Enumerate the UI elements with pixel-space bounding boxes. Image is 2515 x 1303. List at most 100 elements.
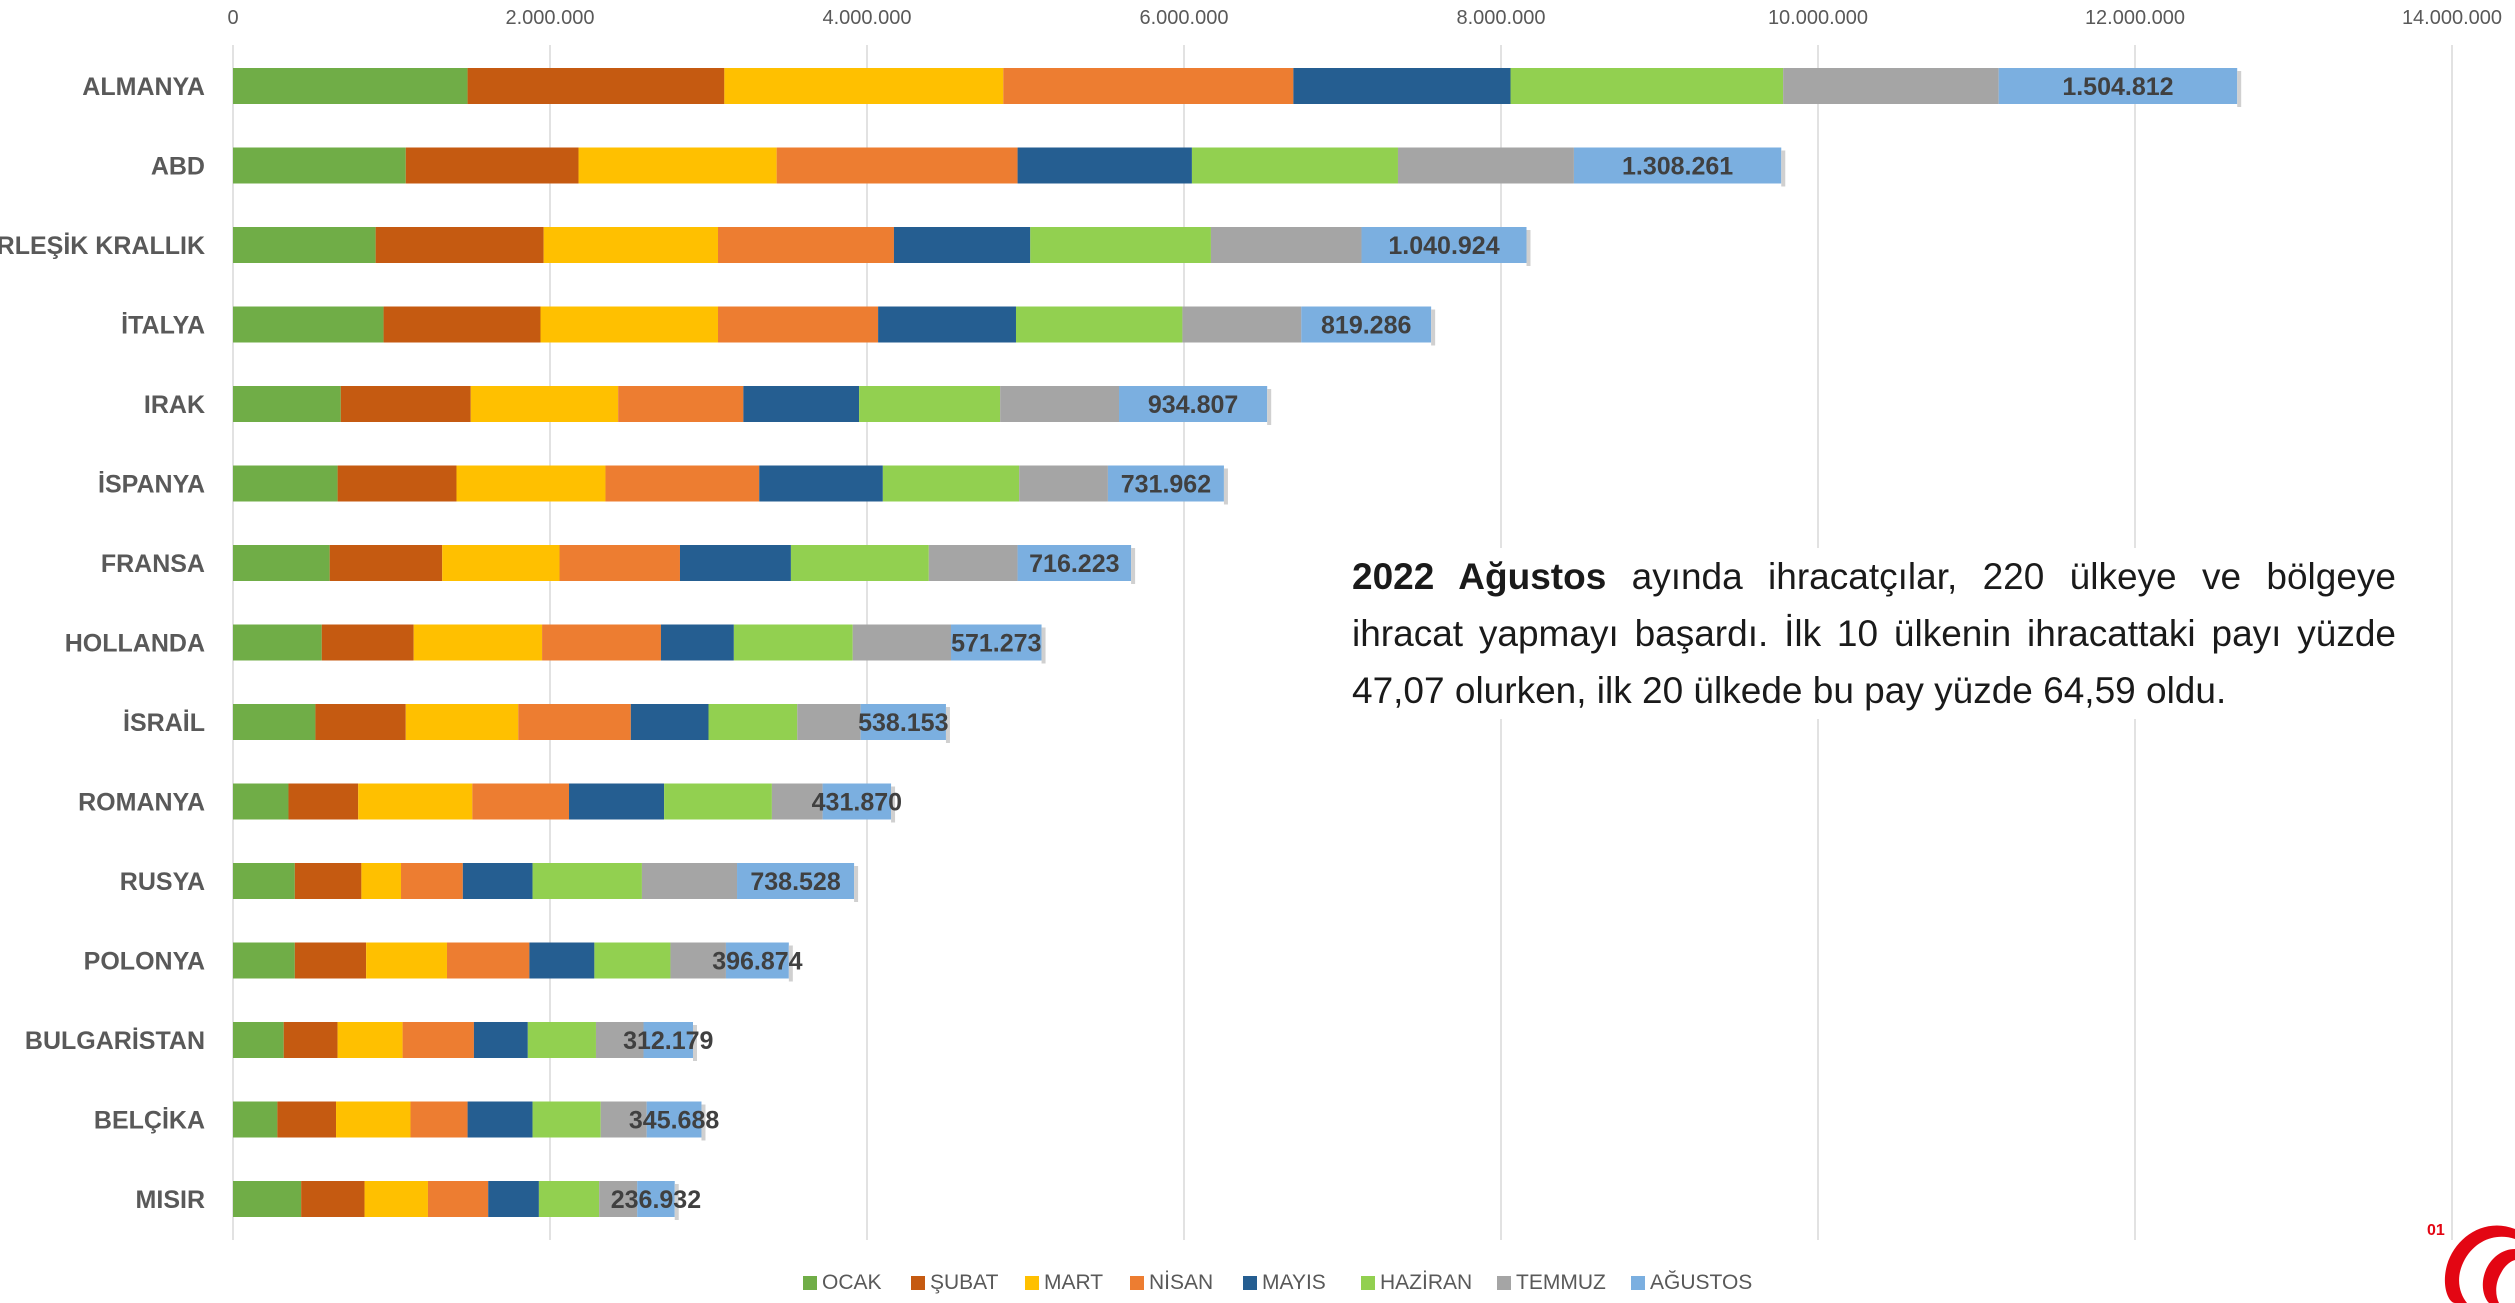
- bar-segment: [233, 1181, 302, 1217]
- bar-segment: [467, 1101, 533, 1138]
- category-label: BİRLEŞİK KRALLIK: [0, 232, 205, 260]
- logo-number: 01: [2427, 1222, 2445, 1239]
- logo-swoosh-inner-icon: [2482, 1249, 2515, 1303]
- bar-segment: [1293, 68, 1511, 104]
- x-axis-ticks: 0 2.000.000 4.000.000 6.000.000 8.000.000 10.…: [227, 7, 2502, 29]
- bar-segment: [718, 306, 879, 343]
- bar-segment: [364, 1181, 428, 1217]
- data-label: 1.040.924: [1388, 232, 1499, 260]
- chart-legend: OCAK ŞUBAT MART NİSAN MAYIS HAZİRAN TEMMUZ AĞUS…: [803, 1271, 1752, 1294]
- category-label: BULGARİSTAN: [25, 1027, 205, 1055]
- bar-segment: [315, 704, 406, 740]
- bar-segment: [718, 227, 894, 263]
- category-label: İTALYA: [121, 312, 205, 340]
- bar-segment: [1017, 147, 1192, 184]
- category-label: ROMANYA: [78, 789, 205, 817]
- bar-segment: [532, 1101, 601, 1138]
- bar-segment: [401, 863, 463, 899]
- bar-shadow: [2237, 71, 2242, 107]
- bar-segment: [618, 386, 744, 422]
- category-label: FRANSA: [101, 550, 205, 578]
- bar-segment: [559, 545, 680, 581]
- bar-segment: [358, 783, 473, 820]
- x-tick-label: 14.000.000: [2402, 7, 2502, 29]
- bar-shadow: [674, 1184, 679, 1220]
- bar-segment: [361, 863, 402, 899]
- bar-segment: [1017, 545, 1132, 581]
- data-label: 738.528: [750, 868, 840, 896]
- chart-bars: [233, 68, 2242, 1220]
- logo-swoosh-icon: [2444, 1225, 2515, 1303]
- category-label: İSPANYA: [98, 471, 205, 499]
- legend-swatch: [1243, 1276, 1257, 1290]
- data-label: 716.223: [1029, 550, 1119, 578]
- bar-segment: [473, 1022, 528, 1058]
- bar-segment: [852, 624, 952, 661]
- category-label: IRAK: [144, 391, 205, 419]
- bar-segment: [951, 624, 1042, 661]
- bar-segment: [725, 942, 789, 979]
- x-tick-label: 4.000.000: [823, 7, 912, 29]
- bar-segment: [822, 783, 892, 820]
- bar-shadow: [854, 866, 859, 902]
- bar-segment: [337, 465, 457, 502]
- bar-segment: [446, 942, 530, 979]
- data-label: 431.870: [812, 789, 902, 817]
- bar-segment: [737, 863, 855, 899]
- summary-note-highlight: 2022 Ağustos: [1352, 556, 1607, 597]
- bar-shadow: [891, 786, 896, 823]
- data-label: 538.153: [858, 709, 948, 737]
- bar-segment: [456, 465, 606, 502]
- bar-segment: [859, 386, 1001, 422]
- bar-shadow: [701, 1104, 706, 1141]
- bar-segment: [878, 306, 1016, 343]
- bar-segment: [1191, 147, 1398, 184]
- bar-segment: [233, 863, 295, 899]
- bar-segment: [569, 783, 665, 820]
- bar-segment: [790, 545, 929, 581]
- data-label: 934.807: [1148, 391, 1238, 419]
- bar-segment: [928, 545, 1018, 581]
- legend-swatch: [803, 1276, 817, 1290]
- bar-segment: [337, 1022, 403, 1058]
- bar-segment: [427, 1181, 489, 1217]
- bar-segment: [670, 942, 726, 979]
- bar-shadow: [1041, 627, 1046, 664]
- x-tick-label: 0: [227, 7, 238, 29]
- bar-segment: [233, 624, 322, 661]
- bar-segment: [527, 1022, 596, 1058]
- legend-swatch: [1361, 1276, 1375, 1290]
- bar-segment: [375, 227, 544, 263]
- bar-segment: [1107, 465, 1224, 502]
- bar-segment: [578, 147, 777, 184]
- bar-segment: [643, 1022, 693, 1058]
- legend-label: ŞUBAT: [930, 1271, 999, 1294]
- data-label: 396.874: [712, 948, 802, 976]
- bar-segment: [1003, 68, 1294, 104]
- bar-segment: [233, 386, 341, 422]
- bar-segment: [233, 465, 338, 502]
- bar-segment: [660, 624, 734, 661]
- bar-segment: [470, 386, 619, 422]
- x-tick-label: 10.000.000: [1768, 7, 1868, 29]
- legend-label: HAZİRAN: [1380, 1271, 1472, 1294]
- bar-segment: [233, 942, 295, 979]
- bar-shadow: [1131, 548, 1136, 584]
- bar-segment: [594, 942, 671, 979]
- legend-label: AĞUSTOS: [1650, 1271, 1752, 1294]
- bar-segment: [532, 863, 642, 899]
- bar-segment: [366, 942, 447, 979]
- category-label: POLONYA: [84, 948, 205, 976]
- bar-segment: [797, 704, 861, 740]
- bar-segment: [294, 942, 367, 979]
- bar-segment: [329, 545, 443, 581]
- bar-segment: [1182, 306, 1302, 343]
- bar-segment: [277, 1101, 337, 1138]
- legend-label: TEMMUZ: [1516, 1271, 1606, 1294]
- bar-segment: [462, 863, 533, 899]
- category-label: BELÇİKA: [94, 1107, 205, 1135]
- bar-segment: [1019, 465, 1108, 502]
- bar-segment: [383, 306, 541, 343]
- bar-segment: [679, 545, 791, 581]
